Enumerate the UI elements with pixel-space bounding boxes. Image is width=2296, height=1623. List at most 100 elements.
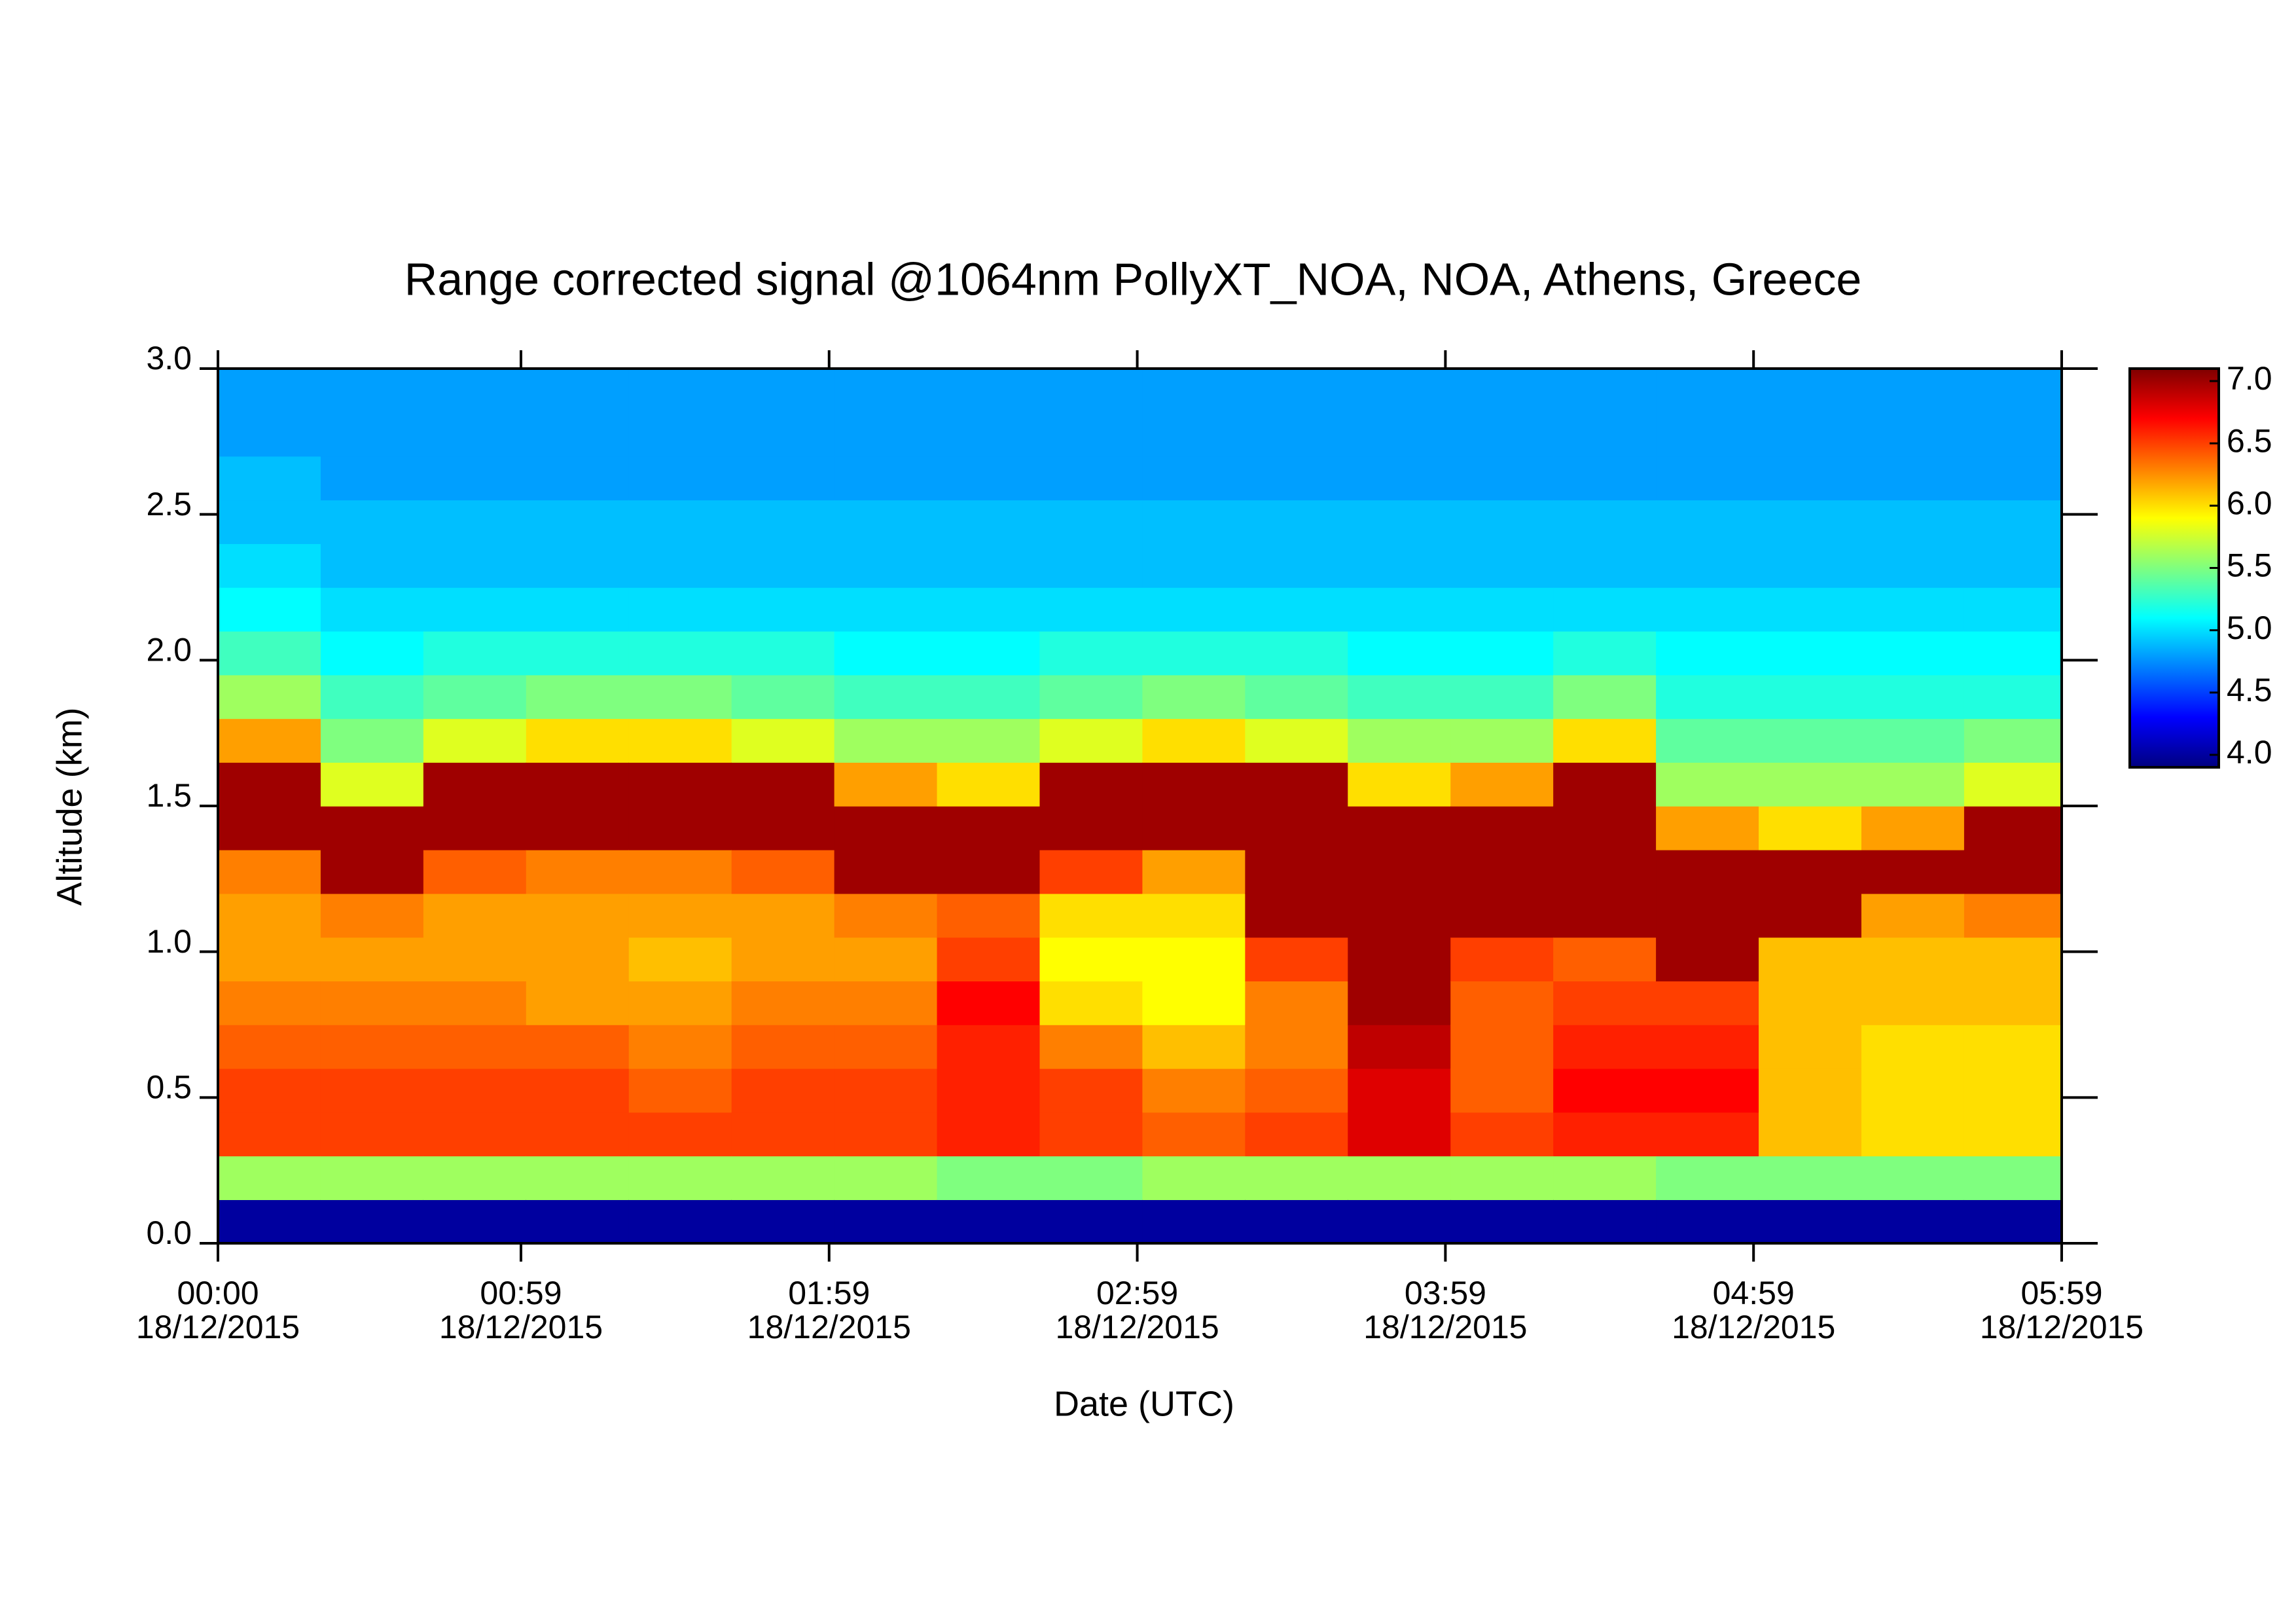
heatmap-cell <box>1964 587 2062 632</box>
heatmap-cell <box>1039 937 1143 981</box>
colorbar <box>2128 367 2220 769</box>
heatmap-cell <box>834 1156 938 1200</box>
heatmap-cell <box>1759 630 1862 676</box>
heatmap-cell <box>423 1156 527 1200</box>
heatmap-cell <box>1245 1156 1349 1200</box>
heatmap-cell <box>218 762 321 807</box>
heatmap-cell <box>1450 587 1554 632</box>
heatmap-cell <box>526 1112 630 1157</box>
heatmap-cell <box>1656 1156 1759 1200</box>
heatmap-cell <box>1861 1025 1965 1069</box>
heatmap-cell <box>1759 543 1862 588</box>
heatmap-cell <box>628 806 732 850</box>
heatmap-cell <box>1759 1068 1862 1113</box>
heatmap-cell <box>1964 1068 2062 1113</box>
heatmap-cell <box>423 500 527 544</box>
heatmap-cell <box>423 893 527 938</box>
heatmap-cell <box>834 500 938 544</box>
heatmap-cell <box>628 893 732 938</box>
heatmap-cell <box>731 1156 835 1200</box>
heatmap-cell <box>526 630 630 676</box>
heatmap-cell <box>423 849 527 894</box>
heatmap-cell <box>1656 806 1759 850</box>
heatmap-cell <box>834 587 938 632</box>
heatmap-cell <box>1245 1199 1349 1244</box>
heatmap-cell <box>1245 587 1349 632</box>
heatmap-cell <box>1861 1112 1965 1157</box>
heatmap-cell <box>423 369 527 413</box>
heatmap-cell <box>1861 369 1965 413</box>
y-tick-label: 2.0 <box>146 632 192 668</box>
x-tick-label: 03:59 <box>1405 1275 1486 1311</box>
x-axis-label: Date (UTC) <box>1054 1384 1234 1423</box>
heatmap-cell <box>731 1068 835 1113</box>
heatmap-cell <box>1656 849 1759 894</box>
heatmap-cell <box>1553 718 1657 763</box>
heatmap-cell <box>1039 456 1143 501</box>
heatmap-cell <box>1759 762 1862 807</box>
heatmap-cell <box>1039 412 1143 457</box>
heatmap-cell <box>731 369 835 413</box>
heatmap-cell <box>423 1025 527 1069</box>
heatmap-cell <box>1759 456 1862 501</box>
heatmap-cell <box>423 806 527 850</box>
heatmap-cell <box>1142 369 1246 413</box>
heatmap-cell <box>423 1068 527 1113</box>
heatmap-cell <box>1553 674 1657 720</box>
colorbar-tick-label: 5.5 <box>2227 547 2272 584</box>
heatmap-cell <box>320 587 424 632</box>
heatmap-cell <box>1553 1199 1657 1244</box>
heatmap-cell <box>731 1199 835 1244</box>
heatmap-cell <box>1450 1025 1554 1069</box>
heatmap-cell <box>834 543 938 588</box>
heatmap-cell <box>1656 893 1759 938</box>
heatmap-cell <box>731 893 835 938</box>
heatmap-cell <box>423 412 527 457</box>
heatmap-cell <box>526 587 630 632</box>
heatmap-cell <box>731 849 835 894</box>
heatmap-cell <box>1450 1112 1554 1157</box>
heatmap-cell <box>834 369 938 413</box>
heatmap-cell <box>1861 893 1965 938</box>
heatmap-cell <box>526 412 630 457</box>
x-tick-label: 00:00 <box>177 1275 259 1311</box>
heatmap-cell <box>1861 500 1965 544</box>
heatmap-cell <box>628 762 732 807</box>
heatmap-cell <box>218 1199 321 1244</box>
heatmap-cell <box>1861 630 1965 676</box>
heatmap-cell <box>1348 1025 1452 1069</box>
heatmap-cell <box>1861 937 1965 981</box>
heatmap-cell <box>937 981 1041 1025</box>
heatmap-cell <box>1039 806 1143 850</box>
heatmap-cell <box>834 718 938 763</box>
heatmap-cell <box>1450 762 1554 807</box>
heatmap-cell <box>1553 1112 1657 1157</box>
heatmap-cell <box>218 1025 321 1069</box>
heatmap-cell <box>526 762 630 807</box>
heatmap-cell <box>1348 369 1452 413</box>
heatmap-cell <box>526 893 630 938</box>
heatmap-cell <box>834 1025 938 1069</box>
heatmap-cell <box>1245 1068 1349 1113</box>
heatmap-cell <box>320 369 424 413</box>
heatmap-cell <box>1450 674 1554 720</box>
heatmap-cell <box>423 762 527 807</box>
heatmap-cell <box>1553 849 1657 894</box>
heatmap-cell <box>423 1199 527 1244</box>
heatmap-cell <box>1039 674 1143 720</box>
heatmap-cell <box>1759 369 1862 413</box>
heatmap-cell <box>1964 456 2062 501</box>
heatmap-cell <box>1964 500 2062 544</box>
heatmap-cell <box>218 630 321 676</box>
heatmap-cell <box>423 674 527 720</box>
heatmap-cell <box>937 412 1041 457</box>
heatmap-cell <box>1964 981 2062 1025</box>
heatmap-cell <box>1450 849 1554 894</box>
x-tick-label: 18/12/2015 <box>1363 1309 1527 1345</box>
heatmap-cell <box>937 762 1041 807</box>
heatmap-cell <box>320 456 424 501</box>
heatmap-cell <box>1450 412 1554 457</box>
heatmap-cell <box>1861 1156 1965 1200</box>
heatmap-cell <box>937 937 1041 981</box>
heatmap-cell <box>731 806 835 850</box>
